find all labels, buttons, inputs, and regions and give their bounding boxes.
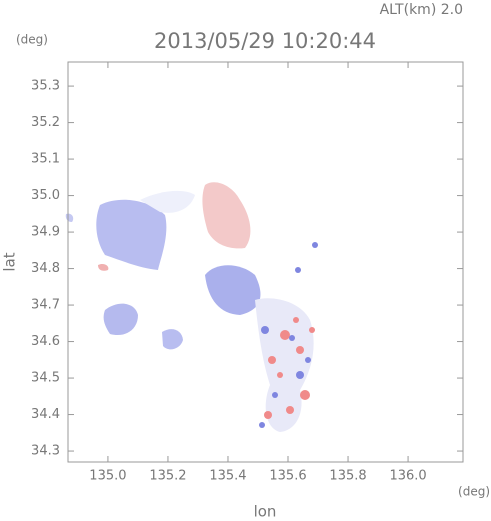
y-tick-label: 34.8 (31, 261, 60, 276)
y-tick-label: 35.2 (31, 115, 60, 130)
echo-cells (259, 242, 318, 428)
y-axis-label: lat (1, 252, 19, 271)
x-axis-label: lon (254, 503, 277, 521)
y-tick-label: 34.3 (31, 444, 60, 459)
echo-blob (98, 263, 109, 271)
echo-blob (162, 329, 183, 350)
altitude-annotation: ALT(km) 2.0 (380, 2, 463, 18)
y-tick-label: 35.1 (31, 152, 60, 167)
y-tick-label: 35.0 (31, 188, 60, 203)
y-tick-label: 34.5 (31, 371, 60, 386)
echo-blob (255, 298, 314, 432)
echo-field (65, 182, 318, 432)
y-tick-label: 34.6 (31, 334, 60, 349)
chart-title: 2013/05/29 10:20:44 (154, 29, 376, 53)
x-tick-label: 135.0 (89, 469, 126, 484)
y-tick-label: 35.3 (31, 79, 60, 94)
plot-frame (67, 61, 464, 463)
y-tick-label: 34.7 (31, 298, 60, 313)
echo-cells (264, 317, 315, 419)
echo-blob (65, 213, 74, 222)
y-tick-label: 34.4 (31, 407, 60, 422)
x-tick-label: 135.2 (149, 469, 186, 484)
x-tick-label: 136.0 (389, 469, 426, 484)
x-tick-label: 135.6 (269, 469, 306, 484)
x-tick-label: 135.4 (209, 469, 246, 484)
echo-blob (140, 190, 195, 213)
echo-blob (205, 265, 261, 315)
x-tick-label: 135.8 (329, 469, 366, 484)
x-unit: (deg) (458, 485, 490, 499)
y-unit: (deg) (16, 33, 48, 47)
echo-blob (103, 303, 138, 336)
y-tick-label: 34.9 (31, 225, 60, 240)
echo-blob (202, 182, 251, 249)
echo-blob (96, 199, 167, 270)
